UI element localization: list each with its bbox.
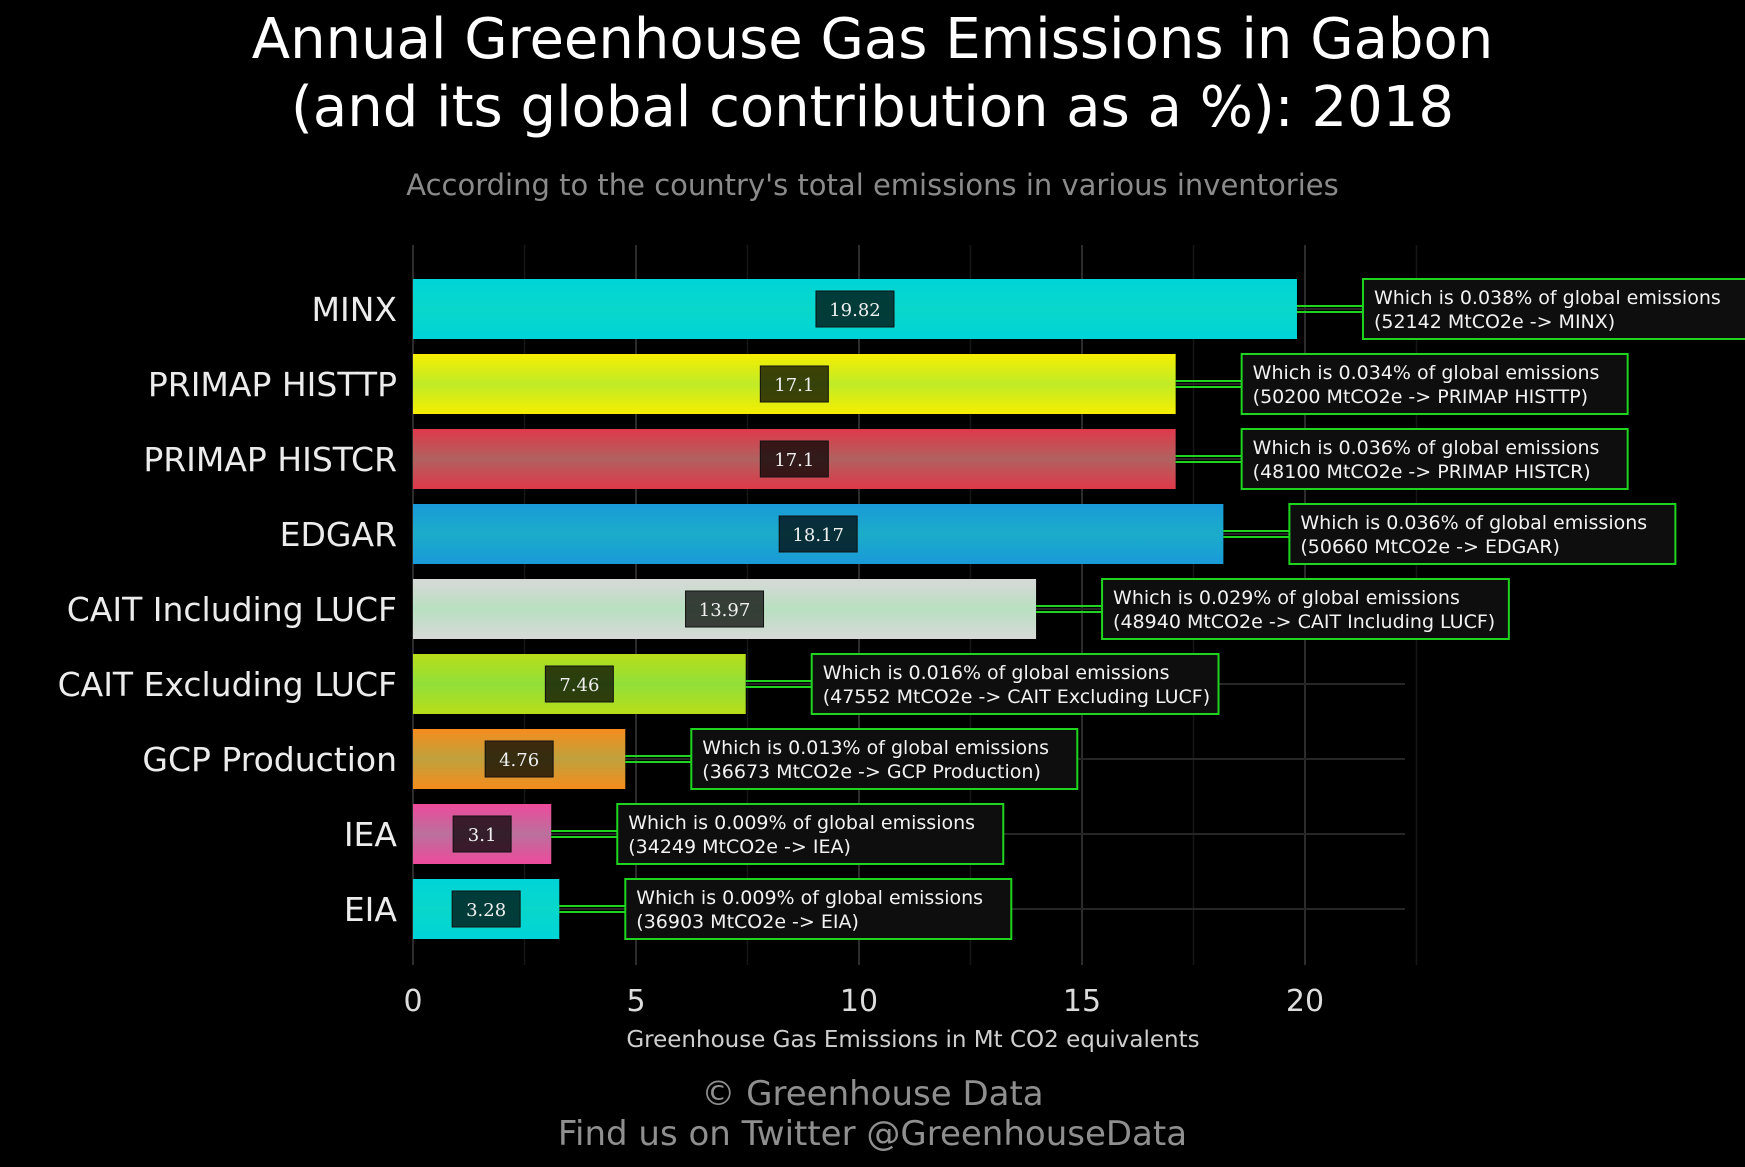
value-label: 17.1	[774, 450, 814, 471]
annotation-box	[616, 803, 1005, 865]
annotation-line-1: Which is 0.036% of global emissions	[1300, 512, 1647, 534]
annotation-line-2: (47552 MtCO2e -> CAIT Excluding LUCF)	[823, 686, 1210, 708]
annotation-line-2: (48940 MtCO2e -> CAIT Including LUCF)	[1113, 611, 1495, 633]
value-label-box	[452, 815, 512, 853]
annotation-line-2: (50660 MtCO2e -> EDGAR)	[1300, 536, 1560, 558]
annotation-line-2: (34249 MtCO2e -> IEA)	[628, 836, 851, 858]
annotation-line-2: (36673 MtCO2e -> GCP Production)	[702, 761, 1041, 783]
annotations: Which is 0.038% of global emissions(5214…	[616, 278, 1745, 940]
annotation-line-2: (48100 MtCO2e -> PRIMAP HISTCR)	[1253, 461, 1591, 483]
annotation-box	[810, 653, 1220, 715]
category-label: PRIMAP HISTCR	[143, 440, 397, 479]
annotation-line-2: (50200 MtCO2e -> PRIMAP HISTTP)	[1253, 386, 1588, 408]
annotation-line-2: (36903 MtCO2e -> EIA)	[636, 911, 859, 933]
annotation-line-1: Which is 0.029% of global emissions	[1113, 587, 1460, 609]
x-tick-label: 10	[840, 984, 878, 1019]
annotation-line-1: Which is 0.009% of global emissions	[636, 887, 983, 909]
category-label: CAIT Excluding LUCF	[58, 665, 397, 704]
category-label: GCP Production	[142, 740, 397, 779]
annotation-box	[1101, 578, 1510, 640]
x-axis-ticks: 0 5 10 15 20	[403, 984, 1324, 1019]
category-label: CAIT Including LUCF	[67, 590, 397, 629]
value-label: 13.97	[699, 600, 751, 621]
annotation-box	[690, 728, 1079, 790]
chart-title-line-1: Annual Greenhouse Gas Emissions in Gabon	[251, 7, 1494, 72]
category-label: EDGAR	[280, 515, 397, 554]
annotation-line-1: Which is 0.038% of global emissions	[1374, 287, 1721, 309]
annotation-box	[1361, 278, 1745, 340]
annotation-connectors	[551, 305, 1363, 913]
chart-subtitle: According to the country's total emissio…	[406, 168, 1339, 202]
category-label: EIA	[344, 890, 398, 929]
copyright-text: © Greenhouse Data	[701, 1074, 1044, 1114]
annotation-box	[1288, 503, 1677, 565]
footer: © Greenhouse Data Find us on Twitter @Gr…	[0, 1074, 1745, 1154]
annotation-box	[1240, 428, 1629, 490]
y-axis-labels: MINX PRIMAP HISTTP PRIMAP HISTCR EDGAR CAIT …	[58, 290, 398, 929]
x-tick-label: 15	[1063, 984, 1101, 1019]
value-label-box	[759, 365, 829, 403]
annotation-line-2: (52142 MtCO2e -> MINX)	[1374, 311, 1615, 333]
value-label-box	[451, 890, 521, 928]
value-label-box	[778, 515, 858, 553]
annotation-line-1: Which is 0.034% of global emissions	[1253, 362, 1600, 384]
x-tick-label: 5	[626, 984, 645, 1019]
x-tick-label: 0	[403, 984, 422, 1019]
annotation-line-1: Which is 0.013% of global emissions	[702, 737, 1049, 759]
chart-title: Annual Greenhouse Gas Emissions in Gabon…	[0, 6, 1745, 142]
value-label: 4.76	[499, 750, 539, 771]
value-label: 17.1	[774, 375, 814, 396]
value-label: 7.46	[559, 675, 599, 696]
x-axis-label: Greenhouse Gas Emissions in Mt CO2 equiv…	[626, 1027, 1199, 1053]
annotation-line-1: Which is 0.036% of global emissions	[1253, 437, 1600, 459]
value-label: 3.28	[466, 900, 506, 921]
value-label-box	[484, 740, 554, 778]
value-label: 18.17	[792, 525, 844, 546]
category-label: MINX	[312, 290, 398, 329]
category-label: IEA	[344, 815, 398, 854]
annotation-line-1: Which is 0.009% of global emissions	[628, 812, 975, 834]
annotation-box	[1240, 353, 1629, 415]
bars: 19.82 17.1 17.1 18.17 13.97 7.46 4.76 3.1 3.28	[413, 279, 1297, 939]
value-label: 3.1	[468, 825, 497, 846]
annotation-box	[624, 878, 1013, 940]
annotation-line-1: Which is 0.016% of global emissions	[823, 662, 1170, 684]
value-label-box	[815, 290, 895, 328]
twitter-handle: Find us on Twitter @GreenhouseData	[557, 1114, 1188, 1154]
x-tick-label: 20	[1286, 984, 1324, 1019]
value-label: 19.82	[829, 300, 881, 321]
value-label-box	[759, 440, 829, 478]
value-label-box	[685, 590, 765, 628]
category-label: PRIMAP HISTTP	[148, 365, 397, 404]
chart-title-line-2: (and its global contribution as a %): 20…	[291, 75, 1454, 140]
value-label-box	[544, 665, 614, 703]
